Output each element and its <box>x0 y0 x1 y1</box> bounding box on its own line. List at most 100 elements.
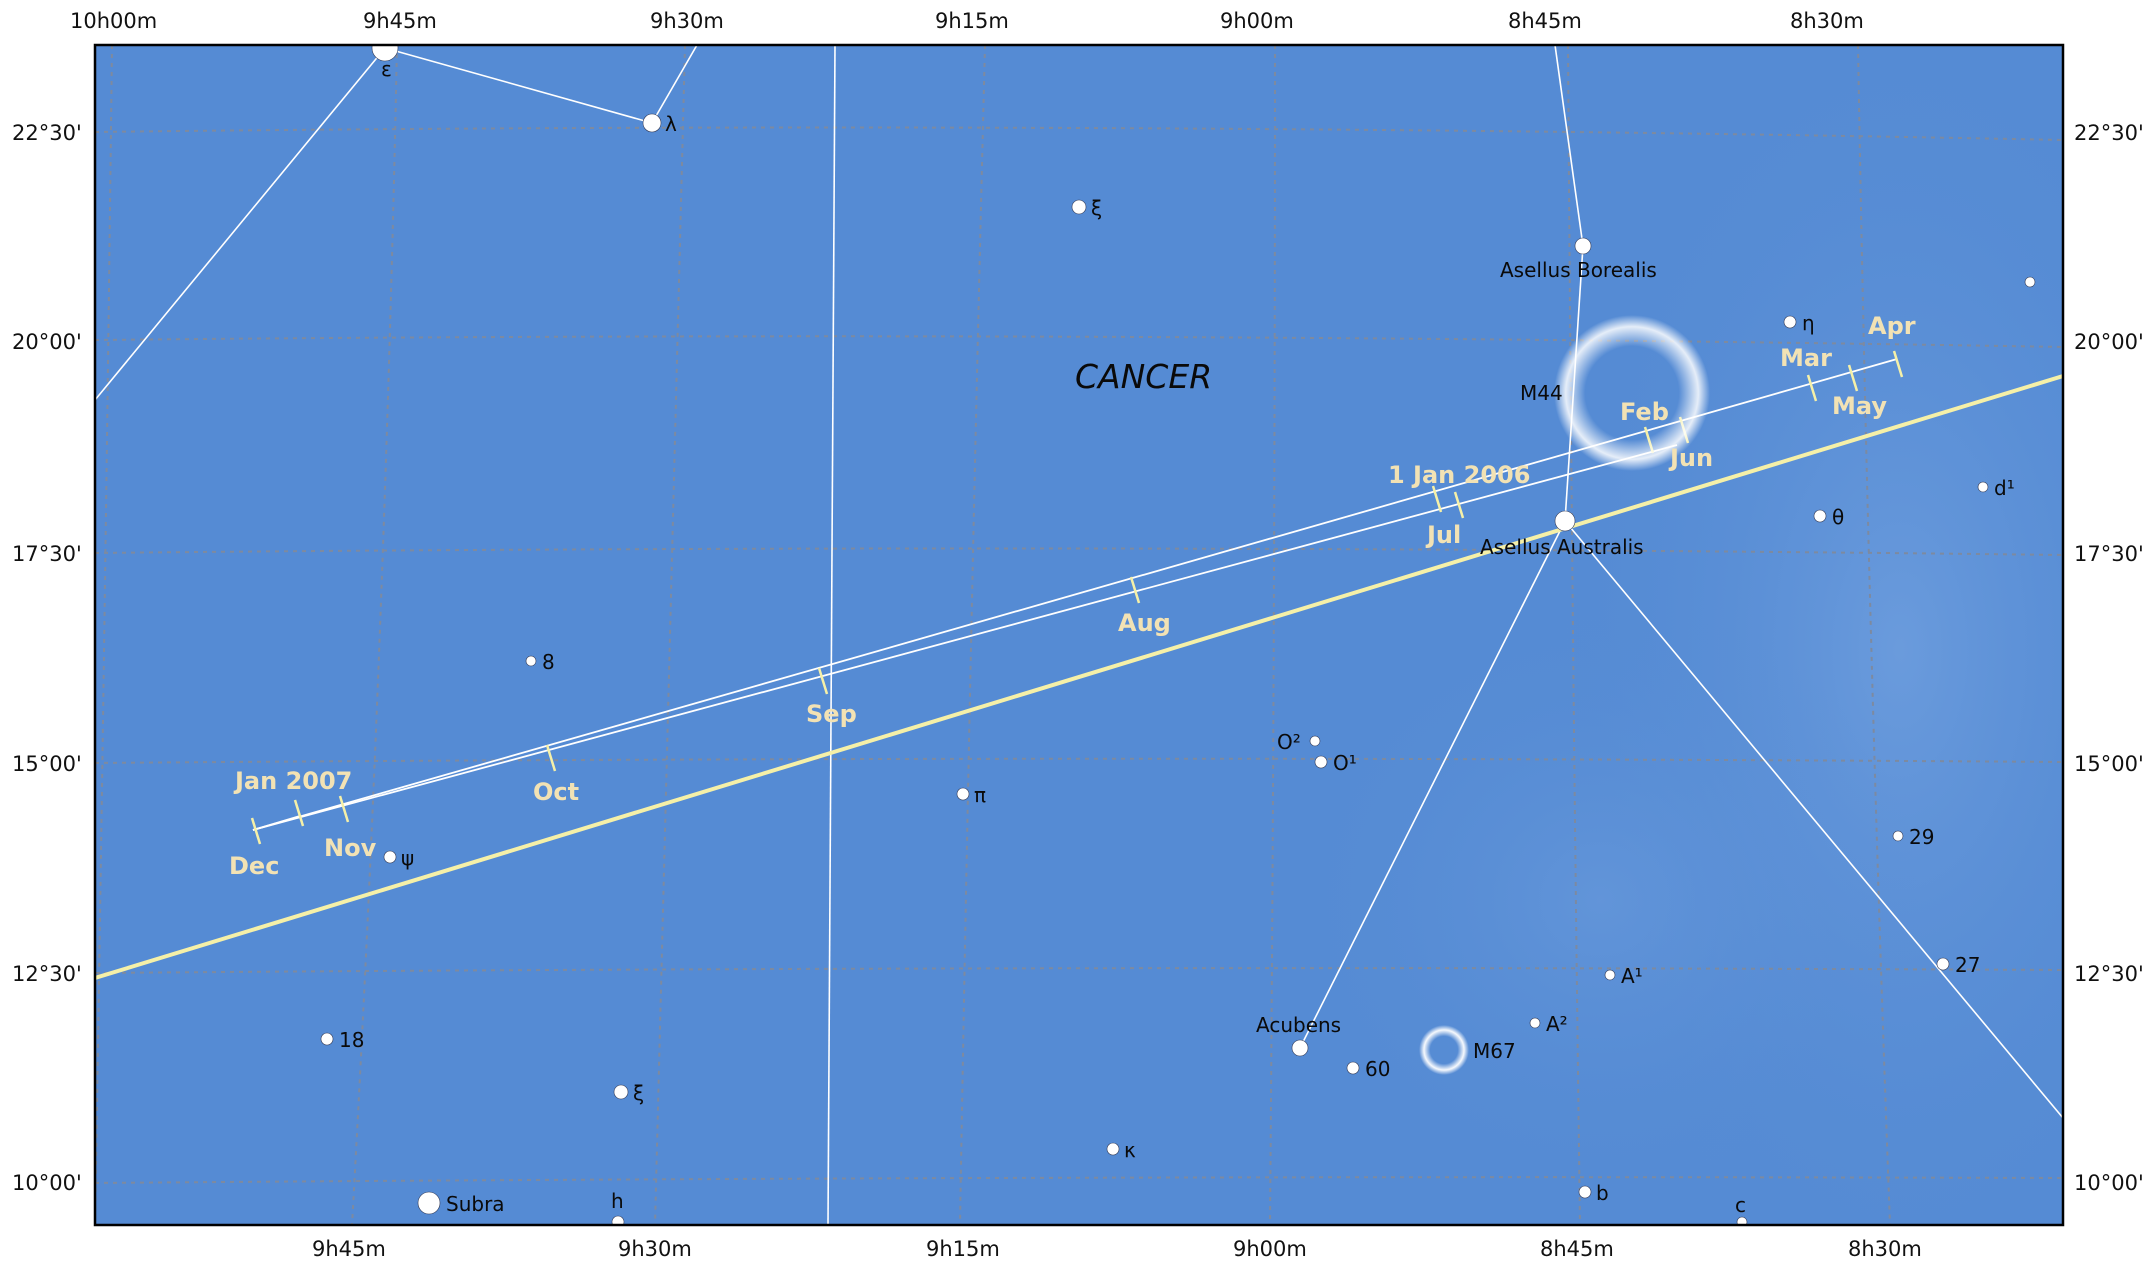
left-dec-scale: 22°30' 20°00' 17°30' 15°00' 12°30' 10°00… <box>12 121 82 1195</box>
star-29[interactable] <box>1892 830 1904 842</box>
star-psi[interactable] <box>383 850 397 864</box>
star-8[interactable] <box>525 655 537 667</box>
tick-jan2006 <box>1431 485 1443 513</box>
grid-ra-line <box>95 45 113 1225</box>
ra-label-bottom: 9h00m <box>1233 1237 1307 1261</box>
const-line <box>384 47 653 124</box>
star-xi-lower[interactable] <box>613 1084 629 1100</box>
dec-label-right: 20°00' <box>2074 330 2144 354</box>
ra-label-bottom: 9h30m <box>618 1237 692 1261</box>
label-omicron2: O² <box>1277 730 1301 754</box>
star-xi-upper[interactable] <box>1071 199 1087 215</box>
ra-label-top: 9h15m <box>935 9 1009 33</box>
label-apr: Apr <box>1868 312 1916 340</box>
tick-aug <box>1129 576 1141 604</box>
star-unlabeled-ne[interactable] <box>2024 276 2036 288</box>
star-eta[interactable] <box>1783 315 1797 329</box>
dec-label-right: 17°30' <box>2074 542 2144 566</box>
grid-dec-line <box>95 757 2063 764</box>
grid-ra-line <box>1567 45 1581 1225</box>
grid-dec-line <box>95 1176 2063 1184</box>
milky-way-haze <box>1280 600 1920 1200</box>
label-may: May <box>1832 392 1887 420</box>
m67-cluster-icon[interactable] <box>1419 1025 1469 1075</box>
ra-label-bottom: 8h30m <box>1848 1237 1922 1261</box>
star-lambda[interactable] <box>642 113 662 133</box>
label-b: b <box>1596 1181 1609 1205</box>
label-jun: Jun <box>1668 444 1713 472</box>
label-psi: ψ <box>401 846 414 870</box>
grid-dec-line <box>95 126 2063 141</box>
label-18: 18 <box>339 1028 364 1052</box>
label-nov: Nov <box>324 834 377 862</box>
ra-label-bottom: 9h45m <box>312 1237 386 1261</box>
tick-may <box>1847 364 1859 392</box>
boundary-line <box>827 45 836 1225</box>
grid-ra-line <box>1269 45 1276 1225</box>
tick-nov <box>338 795 350 823</box>
tick-jan2007 <box>293 799 305 827</box>
ra-label-top: 9h45m <box>363 9 437 33</box>
label-m67: M67 <box>1473 1039 1516 1063</box>
star-acubens[interactable] <box>1291 1039 1309 1057</box>
star-h[interactable] <box>611 1215 625 1228</box>
m44-cluster-icon[interactable] <box>1554 315 1710 471</box>
label-sep: Sep <box>806 700 857 728</box>
label-lambda: λ <box>665 112 677 136</box>
const-line <box>1564 520 2063 1119</box>
top-ra-scale: 10h00m 9h45m 9h30m 9h15m 9h00m 8h45m 8h3… <box>70 9 1864 33</box>
ra-label-top: 9h00m <box>1220 9 1294 33</box>
ra-label-top: 10h00m <box>70 9 157 33</box>
dec-label-left: 10°00' <box>12 1171 82 1195</box>
label-kappa: κ <box>1124 1138 1136 1162</box>
label-8: 8 <box>542 650 555 674</box>
label-60: 60 <box>1365 1057 1390 1081</box>
const-line <box>95 47 386 401</box>
label-dec: Dec <box>229 852 279 880</box>
label-d1: d¹ <box>1994 476 2015 500</box>
grid-dec-line <box>95 967 2063 974</box>
dec-label-right: 12°30' <box>2074 962 2144 986</box>
const-line <box>1299 520 1566 1049</box>
star-a2[interactable] <box>1529 1017 1541 1029</box>
star-27[interactable] <box>1936 957 1950 971</box>
star-a1[interactable] <box>1604 969 1616 981</box>
stars <box>320 35 2036 1228</box>
tick-sep <box>817 667 829 695</box>
label-a2: A² <box>1546 1012 1568 1036</box>
star-kappa[interactable] <box>1106 1142 1120 1156</box>
label-xi-upper: ξ <box>1091 196 1102 220</box>
star-b[interactable] <box>1578 1185 1592 1199</box>
grid-dec-line <box>95 335 2063 348</box>
star-d1[interactable] <box>1977 481 1989 493</box>
label-29: 29 <box>1909 825 1934 849</box>
label-aug: Aug <box>1118 609 1171 637</box>
tick-mar <box>1806 374 1818 402</box>
dec-label-left: 22°30' <box>12 121 82 145</box>
label-feb: Feb <box>1620 398 1669 426</box>
star-omicron2[interactable] <box>1309 735 1321 747</box>
star-18[interactable] <box>320 1032 334 1046</box>
grid-ra-line <box>351 45 398 1225</box>
star-asellus-australis[interactable] <box>1554 510 1576 532</box>
star-60[interactable] <box>1346 1061 1360 1075</box>
ra-label-top: 9h30m <box>650 9 724 33</box>
grid-dec-line <box>95 547 2063 556</box>
coordinate-grid <box>95 45 2063 1225</box>
label-theta: θ <box>1832 505 1844 529</box>
sky-layer: CANCER ε λ ξ Asellus Borealis η d¹ θ Ase… <box>95 35 2063 1228</box>
star-c[interactable] <box>1736 1216 1748 1227</box>
ra-label-bottom: 8h45m <box>1540 1237 1614 1261</box>
star-theta[interactable] <box>1813 509 1827 523</box>
dec-label-left: 20°00' <box>12 330 82 354</box>
star-omicron1[interactable] <box>1314 755 1328 769</box>
grid-ra-line <box>959 45 986 1225</box>
star-epsilon[interactable] <box>371 35 399 62</box>
label-jul: Jul <box>1425 521 1461 549</box>
star-subra[interactable] <box>417 1191 441 1215</box>
star-pi[interactable] <box>956 787 970 801</box>
label-subra: Subra <box>446 1192 505 1216</box>
star-asellus-borealis[interactable] <box>1574 237 1592 255</box>
ra-label-bottom: 9h15m <box>926 1237 1000 1261</box>
